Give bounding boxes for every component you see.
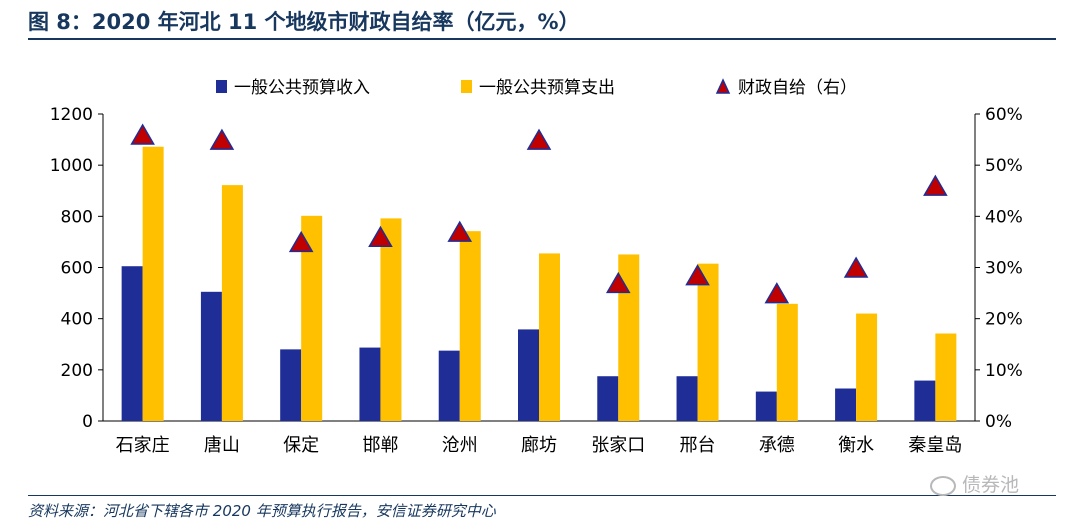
legend-swatch-expenditure: [461, 80, 472, 93]
bar-revenue: [200, 291, 222, 421]
bar-expenditure: [935, 333, 957, 421]
footer-divider: [28, 495, 1056, 496]
ratio-marker: [526, 128, 552, 150]
y-tick-label-left: 1000: [50, 156, 93, 176]
bar-expenditure: [856, 313, 878, 421]
bar-expenditure: [697, 263, 719, 421]
x-axis-labels: 石家庄 唐山 保定 邯郸 沧州 廊坊 张家口 邢台 承德 衡水 秦皇岛: [116, 435, 963, 456]
bar-revenue: [359, 347, 381, 421]
bar-expenditure: [301, 215, 323, 421]
y-tick-label-right: 0%: [985, 412, 1012, 432]
y-tick-label-left: 0: [82, 412, 93, 432]
legend-label-ratio: 财政自给（右）: [738, 78, 857, 98]
y-tick-label-right: 20%: [985, 310, 1023, 330]
bar-revenue: [835, 388, 857, 421]
source-note: 资料来源：河北省下辖各市 2020 年预算执行报告，安信证券研究中心: [28, 502, 496, 520]
bar-revenue: [597, 376, 619, 421]
ratio-marker: [368, 225, 393, 248]
bar-revenue: [438, 350, 460, 421]
ratio-marker: [764, 282, 790, 304]
bar-revenue: [280, 349, 302, 421]
bar-expenditure: [221, 185, 243, 421]
title-divider: [28, 38, 1056, 40]
y-tick-label-right: 60%: [985, 105, 1023, 125]
ratio-marker: [209, 128, 235, 150]
bar-expenditure: [539, 253, 560, 421]
y-tick-label-right: 30%: [985, 259, 1023, 279]
bar-revenue: [676, 376, 698, 421]
bar-revenue: [518, 329, 539, 421]
y-tick-label-right: 10%: [985, 361, 1023, 381]
watermark-text: 债券池: [962, 474, 1020, 496]
chart-title: 图 8：2020 年河北 11 个地级市财政自给率（亿元，%）: [28, 10, 580, 34]
legend-swatch-revenue: [216, 80, 227, 93]
x-tick-label: 邢台: [680, 435, 716, 456]
ratio-marker: [843, 256, 869, 278]
y-tick-label-left: 1200: [50, 105, 93, 125]
x-tick-label: 张家口: [591, 435, 645, 456]
axes: 0 200 400 600 800 1000 1200 0% 10% 20% 30% 40% 50% 60…: [50, 105, 1023, 432]
x-tick-label: 邯郸: [362, 435, 398, 456]
ratio-marker: [923, 174, 948, 196]
y-tick-label-left: 400: [61, 310, 93, 330]
x-tick-label: 沧州: [442, 435, 478, 456]
y-tick-label-left: 200: [61, 361, 93, 381]
ratio-marker: [685, 264, 710, 286]
legend-swatch-ratio: [715, 78, 731, 94]
x-tick-label: 衡水: [838, 435, 874, 456]
x-tick-label: 石家庄: [116, 435, 170, 456]
bar-expenditure: [142, 146, 164, 421]
x-tick-label: 秦皇岛: [908, 435, 962, 456]
x-tick-label: 保定: [283, 435, 319, 456]
bar-revenue: [121, 266, 143, 421]
bar-expenditure: [380, 218, 402, 421]
bar-expenditure: [618, 254, 640, 421]
ratio-marker: [605, 271, 631, 294]
ratio-marker: [447, 220, 473, 242]
bar-revenue: [755, 391, 777, 421]
ratio-marker: [130, 123, 155, 145]
y-tick-label-right: 40%: [985, 207, 1023, 227]
ratio-marker: [288, 230, 314, 253]
x-tick-label: 唐山: [204, 435, 240, 456]
x-tick-label: 承德: [759, 435, 795, 456]
legend-label-revenue: 一般公共预算收入: [234, 78, 370, 98]
bar-expenditure: [459, 231, 481, 421]
bars: [121, 146, 957, 421]
legend-label-expenditure: 一般公共预算支出: [479, 78, 615, 98]
x-tick-label: 廊坊: [521, 435, 557, 456]
watermark: 债券池: [930, 470, 1019, 497]
ratio-markers: [130, 123, 948, 304]
y-tick-label-right: 50%: [985, 156, 1023, 176]
legend: 一般公共预算收入 一般公共预算支出 财政自给（右）: [216, 78, 857, 98]
y-tick-label-left: 600: [61, 259, 93, 279]
bar-expenditure: [776, 303, 798, 421]
y-tick-label-left: 800: [61, 207, 93, 227]
bar-revenue: [914, 380, 936, 421]
wechat-icon: [930, 475, 956, 496]
